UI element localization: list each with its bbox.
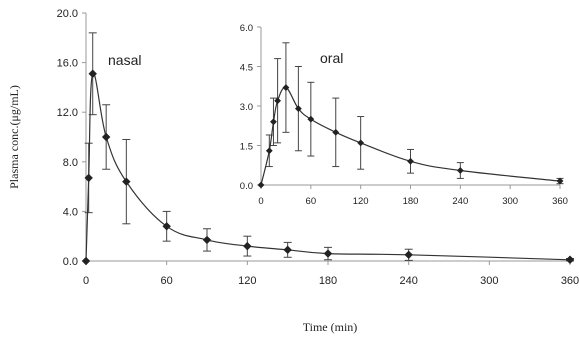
inset-data-point: [332, 128, 340, 136]
inset-x-tick-label: 240: [452, 196, 468, 207]
inset-data-point: [270, 118, 277, 126]
main-x-tick-label: 120: [238, 275, 256, 287]
main-data-point: [243, 241, 252, 251]
inset-x-tick-label: 180: [403, 196, 419, 207]
main-x-tick-label: 60: [161, 275, 173, 287]
main-data-point: [283, 245, 292, 255]
main-data-point: [122, 177, 131, 186]
inset-data-point: [357, 139, 365, 147]
inset-data-point: [282, 84, 290, 91]
main-y-tick-label: 20.0: [57, 8, 78, 20]
inset-x-tick-label: 60: [306, 196, 317, 207]
inset-data-point: [456, 167, 464, 174]
main-y-tick-label: 8.0: [63, 157, 78, 169]
main-x-tick-label: 180: [319, 275, 337, 287]
main-series-line: [85, 72, 571, 262]
main-data-point: [404, 250, 413, 259]
inset-data-point: [556, 177, 564, 185]
inset-y-tick-label: 3.0: [240, 102, 253, 113]
inset-y-tick-label: 4.5: [240, 63, 253, 74]
main-x-tick-label: 300: [480, 275, 498, 287]
inset-x-tick-label: 360: [552, 196, 568, 207]
inset-data-point: [274, 97, 282, 105]
main-data-point: [101, 132, 111, 142]
main-data-point: [202, 235, 212, 245]
inset-x-tick-label: 120: [353, 196, 369, 207]
inset-y-tick-label: 6.0: [240, 23, 253, 34]
inset-y-tick-label: 1.5: [240, 142, 253, 153]
main-data-point: [323, 249, 333, 258]
inset-y-tick-label: 0.0: [240, 181, 253, 192]
main-data-point: [162, 222, 171, 231]
main-y-axis-title: Plasma conc.(μg/mL): [7, 85, 21, 189]
main-x-tick-label: 0: [83, 275, 89, 287]
inset-data-point: [407, 157, 414, 165]
main-data-point: [84, 173, 93, 183]
inset-x-tick-label: 0: [258, 196, 263, 207]
inset-series-label: oral: [320, 50, 343, 66]
main-x-tick-label: 240: [399, 275, 417, 287]
main-data-point: [81, 256, 91, 266]
main-data-point: [565, 255, 575, 264]
main-y-tick-label: 16.0: [57, 58, 78, 70]
main-y-tick-label: 4.0: [63, 206, 78, 218]
main-data-point: [88, 69, 97, 78]
main-x-tick-label: 360: [561, 275, 579, 287]
inset-data-point: [265, 147, 273, 155]
main-y-tick-label: 0.0: [63, 256, 78, 268]
main-x-axis-title: Time (min): [303, 320, 358, 334]
main-y-tick-label: 12.0: [57, 107, 78, 119]
inset-x-tick-label: 300: [502, 196, 518, 207]
inset-data-point: [294, 105, 302, 113]
inset-data-point: [257, 181, 265, 189]
inset-data-point: [307, 115, 315, 123]
main-series-label: nasal: [108, 52, 141, 68]
